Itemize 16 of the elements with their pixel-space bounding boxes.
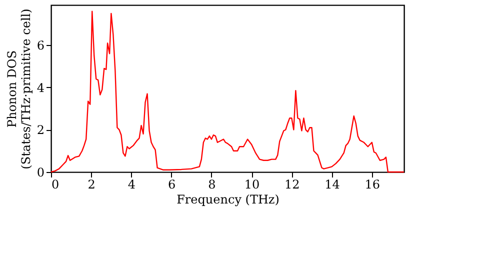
x-tick-label: 2	[88, 178, 96, 192]
line-series	[50, 10, 405, 173]
x-tick-label: 12	[284, 178, 300, 192]
x-tick-label: 4	[128, 178, 136, 192]
x-tick-label: 16	[364, 178, 380, 192]
x-tick-label: 14	[324, 178, 340, 192]
y-tick-label: 0	[36, 166, 44, 180]
x-axis-title: Frequency (THz)	[176, 192, 280, 206]
y-tick-label: 6	[36, 38, 44, 53]
x-tick-label: 8	[208, 178, 216, 192]
x-tick-label: 0	[52, 178, 60, 192]
y-axis-title: Phonon DOS (States/THz·primitive cell)	[4, 8, 33, 170]
y-tick-label: 2	[36, 123, 44, 138]
x-tick-label: 10	[244, 178, 260, 192]
x-tick-label: 6	[168, 178, 176, 192]
y-tick-label: 4	[36, 80, 45, 95]
